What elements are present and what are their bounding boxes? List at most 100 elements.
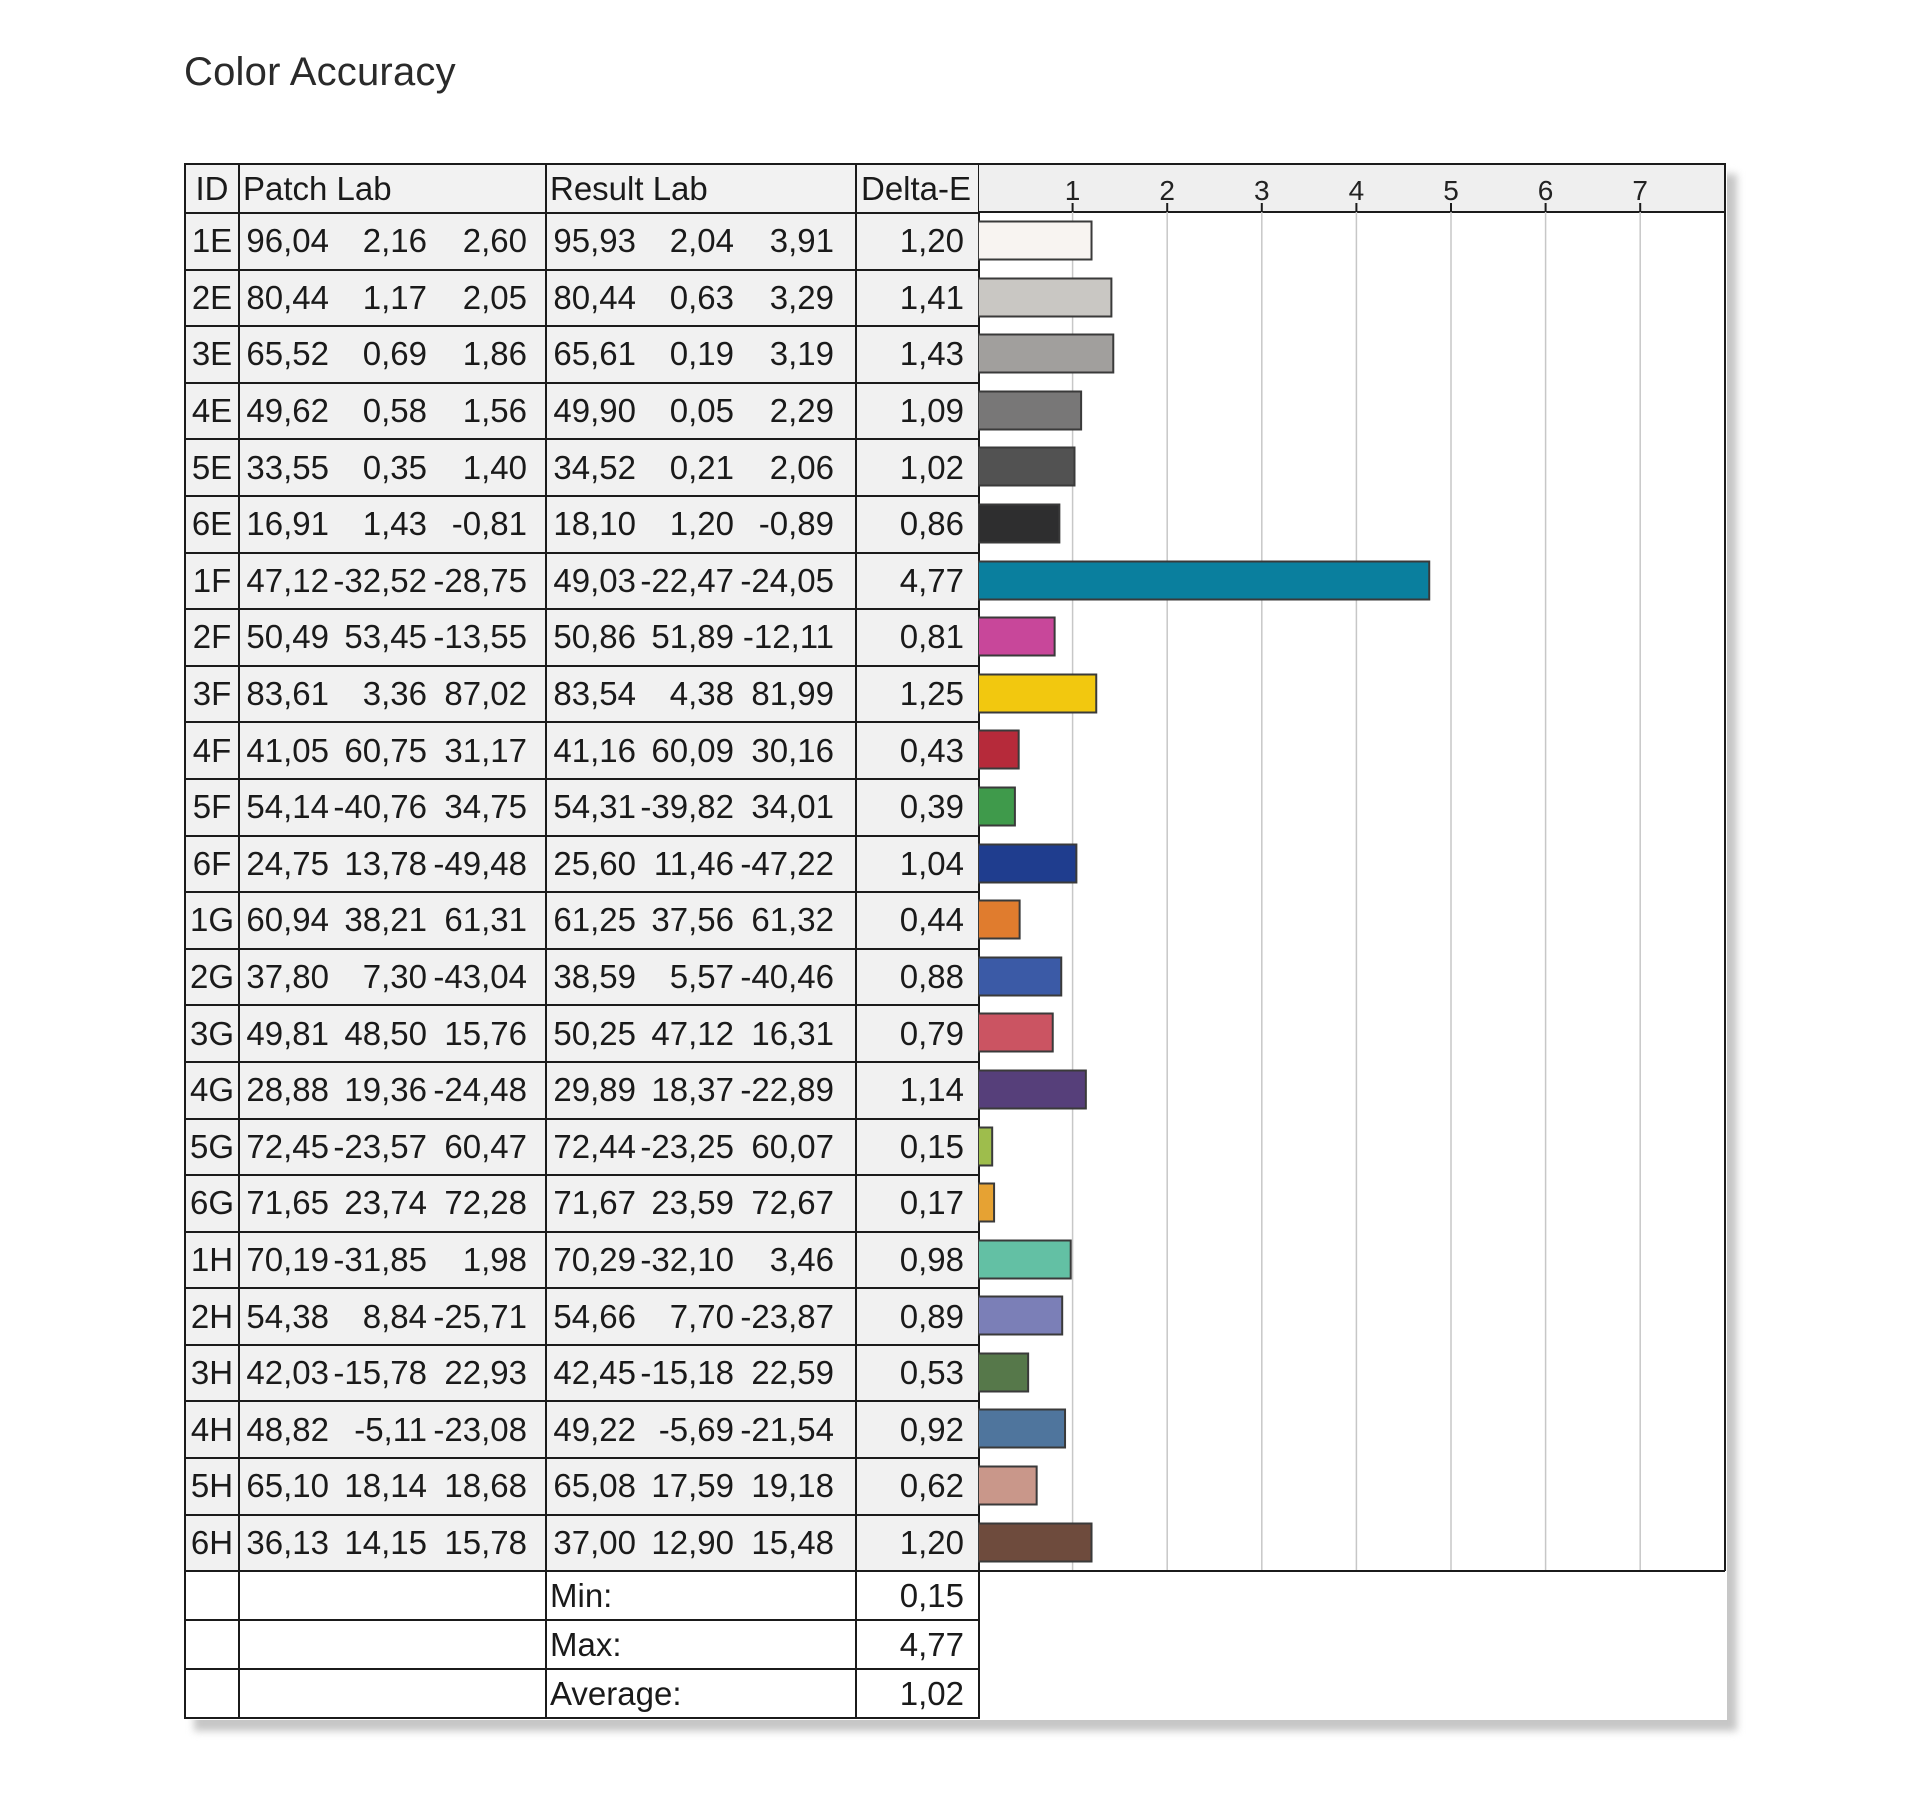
result-lab-a: 51,89	[651, 618, 734, 656]
summary-empty-cell	[184, 1570, 240, 1622]
summary-value: 0,15	[855, 1570, 980, 1622]
patch-id: 5H	[184, 1457, 240, 1516]
table-row: 2H 54,38 8,84 -25,71 54,66 7,70 -23,87 0,89	[184, 1287, 980, 1346]
patch-lab-b: 87,02	[444, 675, 527, 713]
result-lab-a: 0,19	[669, 335, 734, 373]
result-lab-values: 72,44 -23,25 60,07	[545, 1117, 857, 1177]
patch-lab-l: 71,65	[246, 1184, 329, 1222]
patch-lab-b: 1,86	[462, 335, 527, 373]
patch-lab-b: -49,48	[433, 844, 527, 882]
patch-lab-l: 42,03	[246, 1354, 329, 1392]
patch-lab-values: 41,05 60,75 31,17	[238, 721, 547, 780]
patch-lab-l: 48,82	[246, 1410, 329, 1448]
table-row: 6F 24,75 13,78 -49,48 25,60 11,46 -47,22 1,04	[184, 834, 980, 894]
result-lab-l: 54,31	[553, 788, 636, 826]
delta-e-bar	[978, 1295, 1064, 1336]
patch-lab-a: 60,75	[344, 731, 427, 769]
patch-lab-values: 54,14 -40,76 34,75	[238, 777, 547, 837]
result-lab-a: -15,18	[640, 1354, 734, 1392]
delta-e-bar	[978, 1182, 996, 1223]
patch-lab-l: 16,91	[246, 505, 329, 543]
delta-e-value: 1,02	[855, 438, 980, 497]
patch-lab-l: 33,55	[246, 448, 329, 486]
delta-e-value: 0,88	[855, 947, 980, 1007]
patch-lab-a: 18,14	[344, 1467, 427, 1505]
delta-e-value: 4,77	[855, 551, 980, 611]
result-lab-l: 83,54	[553, 675, 636, 713]
result-lab-b: 2,06	[769, 448, 834, 486]
delta-e-value: 0,79	[855, 1004, 980, 1063]
table-row: 2F 50,49 53,45 -13,55 50,86 51,89 -12,11 0,81	[184, 608, 980, 667]
patch-lab-values: 70,19 -31,85 1,98	[238, 1230, 547, 1290]
table-header-row: ID Patch Lab Result Lab Delta-E	[184, 163, 980, 214]
color-accuracy-table: ID Patch Lab Result Lab Delta-E 1E 96,04 2…	[184, 163, 980, 1720]
result-lab-b: 15,48	[751, 1523, 834, 1561]
table-row: 5E 33,55 0,35 1,40 34,52 0,21 2,06 1,02	[184, 438, 980, 497]
tick-label: 2	[1159, 175, 1175, 206]
tick-label: 1	[1065, 175, 1081, 206]
result-lab-a: 0,21	[669, 448, 734, 486]
result-lab-values: 49,90 0,05 2,29	[545, 381, 857, 441]
result-lab-b: -47,22	[740, 844, 834, 882]
patch-lab-b: -24,48	[433, 1071, 527, 1109]
tick-label: 7	[1632, 175, 1648, 206]
result-lab-values: 70,29 -32,10 3,46	[545, 1230, 857, 1290]
patch-lab-b: -25,71	[433, 1297, 527, 1335]
tick-label: 6	[1538, 175, 1554, 206]
result-lab-l: 71,67	[553, 1184, 636, 1222]
delta-e-value: 0,15	[855, 1117, 980, 1177]
result-lab-values: 50,86 51,89 -12,11	[545, 608, 857, 667]
delta-e-bar	[978, 390, 1083, 431]
delta-e-bar	[978, 786, 1016, 827]
patch-id: 6F	[184, 834, 240, 894]
result-lab-l: 50,25	[553, 1014, 636, 1052]
patch-lab-b: -23,08	[433, 1410, 527, 1448]
summary-empty-cell	[184, 1619, 240, 1671]
patch-lab-b: 1,40	[462, 448, 527, 486]
patch-lab-values: 65,52 0,69 1,86	[238, 325, 547, 384]
patch-lab-l: 83,61	[246, 675, 329, 713]
patch-id: 1G	[184, 891, 240, 950]
delta-e-bar	[978, 1069, 1087, 1110]
delta-e-value: 0,39	[855, 777, 980, 837]
patch-lab-values: 60,94 38,21 61,31	[238, 891, 547, 950]
result-lab-l: 65,08	[553, 1467, 636, 1505]
delta-e-bar	[978, 446, 1076, 487]
result-lab-l: 50,86	[553, 618, 636, 656]
patch-lab-l: 49,81	[246, 1014, 329, 1052]
table-row: 6E 16,91 1,43 -0,81 18,10 1,20 -0,89 0,86	[184, 494, 980, 554]
table-row: 1E 96,04 2,16 2,60 95,93 2,04 3,91 1,20	[184, 212, 980, 271]
result-lab-l: 29,89	[553, 1071, 636, 1109]
summary-empty-cell	[238, 1668, 547, 1720]
patch-lab-values: 80,44 1,17 2,05	[238, 268, 547, 328]
patch-lab-a: 1,43	[362, 505, 427, 543]
result-lab-values: 41,16 60,09 30,16	[545, 721, 857, 780]
result-lab-l: 65,61	[553, 335, 636, 373]
summary-label: Min:	[545, 1570, 857, 1622]
patch-lab-values: 83,61 3,36 87,02	[238, 664, 547, 724]
patch-id: 6E	[184, 494, 240, 554]
patch-lab-a: -32,52	[333, 561, 427, 599]
result-lab-a: -32,10	[640, 1240, 734, 1278]
result-lab-values: 65,61 0,19 3,19	[545, 325, 857, 384]
patch-lab-values: 54,38 8,84 -25,71	[238, 1287, 547, 1346]
result-lab-values: 34,52 0,21 2,06	[545, 438, 857, 497]
patch-id: 3G	[184, 1004, 240, 1063]
patch-lab-a: -5,11	[354, 1410, 427, 1448]
delta-e-value: 0,44	[855, 891, 980, 950]
delta-e-value: 1,20	[855, 1513, 980, 1573]
result-lab-l: 38,59	[553, 958, 636, 996]
result-lab-a: 4,38	[669, 675, 734, 713]
result-lab-l: 49,90	[553, 392, 636, 430]
patch-id: 4H	[184, 1400, 240, 1460]
table-row: 2E 80,44 1,17 2,05 80,44 0,63 3,29 1,41	[184, 268, 980, 328]
result-lab-values: 54,31 -39,82 34,01	[545, 777, 857, 837]
patch-lab-values: 16,91 1,43 -0,81	[238, 494, 547, 554]
chart-title: Color Accuracy	[184, 50, 456, 94]
summary-value: 4,77	[855, 1619, 980, 1671]
table-row: 5F 54,14 -40,76 34,75 54,31 -39,82 34,01 0,39	[184, 777, 980, 837]
result-lab-values: 38,59 5,57 -40,46	[545, 947, 857, 1007]
patch-lab-b: 1,56	[462, 392, 527, 430]
patch-lab-l: 24,75	[246, 844, 329, 882]
result-lab-values: 95,93 2,04 3,91	[545, 212, 857, 271]
